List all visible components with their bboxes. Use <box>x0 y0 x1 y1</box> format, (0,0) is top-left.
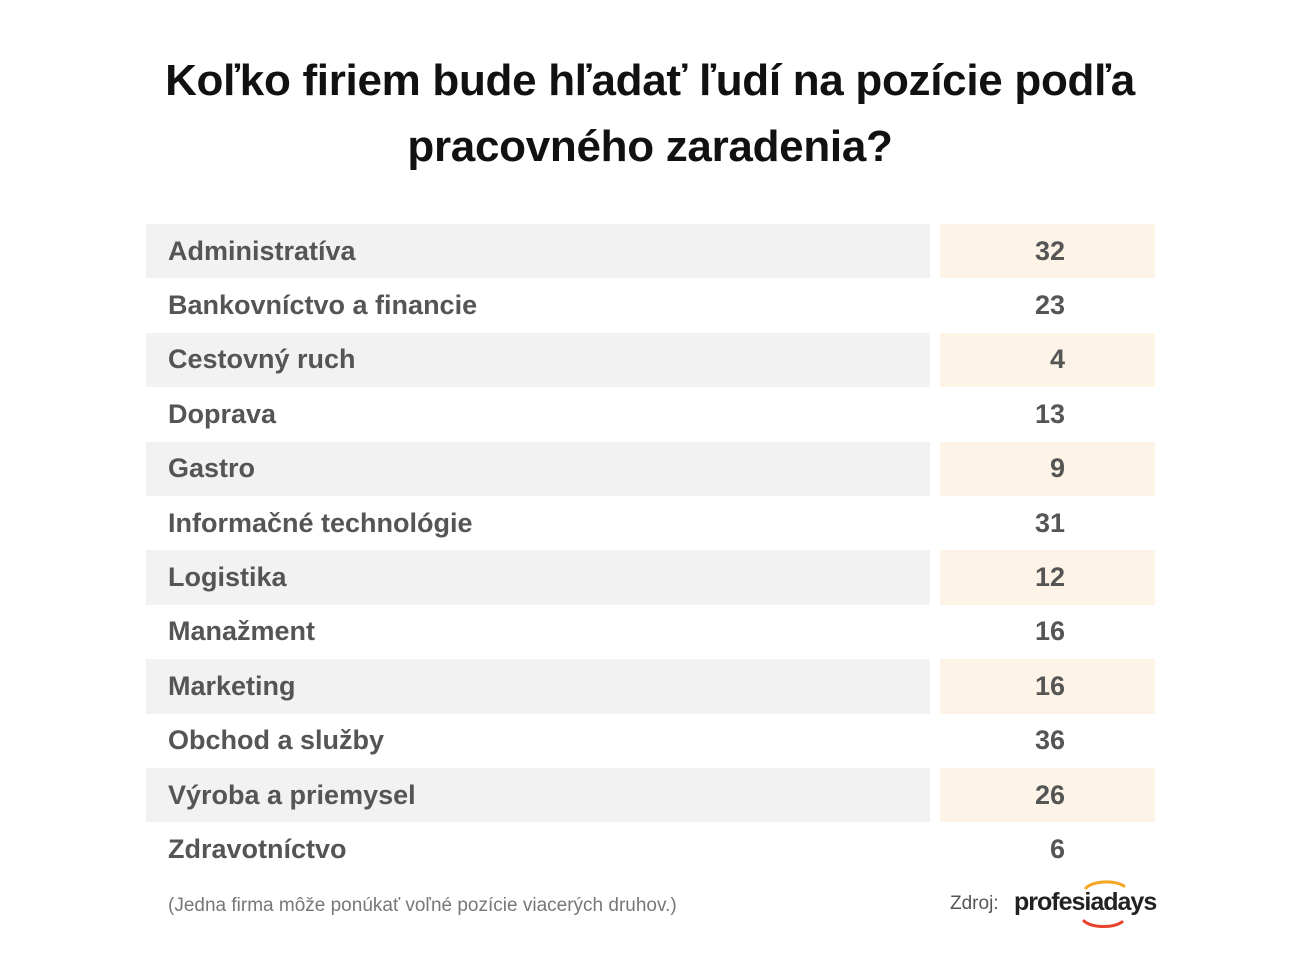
row-value: 31 <box>1034 507 1065 538</box>
logo-arcs-icon <box>1082 880 1126 928</box>
row-label: Manažment <box>168 616 316 647</box>
table-row: Administratíva 32 <box>146 224 1155 279</box>
source-label: Zdroj: <box>950 893 999 914</box>
row-label: Informačné technológie <box>168 507 473 538</box>
row-value: 32 <box>940 224 1155 279</box>
source-attribution: Zdroj: profesiadays <box>950 876 1160 932</box>
table-row: Obchod a služby 36 <box>146 714 1155 768</box>
row-label: Gastro <box>146 441 930 496</box>
logo-text: profesiadays <box>1014 888 1157 916</box>
data-table: Administratíva 32 Bankovníctvo a financie 2… <box>146 224 1155 877</box>
row-value: 9 <box>940 441 1155 496</box>
row-label: Administratíva <box>146 224 930 279</box>
row-label: Cestovný ruch <box>146 332 930 388</box>
chart-title: Koľko firiem bude hľadať ľudí na pozície… <box>165 56 1135 171</box>
row-label: Výroba a priemysel <box>146 767 930 823</box>
table-row: Manažment 16 <box>146 605 1155 659</box>
row-label: Bankovníctvo a financie <box>168 290 478 321</box>
row-value: 36 <box>1034 725 1065 756</box>
row-value: 13 <box>1034 398 1065 429</box>
row-label: Zdravotníctvo <box>168 833 347 864</box>
table-row: Zdravotníctvo 6 <box>146 822 1155 876</box>
row-value: 26 <box>940 767 1155 823</box>
row-value: 12 <box>940 550 1155 605</box>
table-row: Cestovný ruch 4 <box>146 332 1155 388</box>
row-value: 23 <box>1034 290 1065 321</box>
row-label: Doprava <box>168 398 277 429</box>
row-label: Marketing <box>146 659 930 714</box>
row-value: 6 <box>1049 833 1065 864</box>
table-row: Doprava 13 <box>146 387 1155 441</box>
row-label: Obchod a služby <box>168 725 385 756</box>
profesiadays-logo: profesiadays <box>1014 876 1160 932</box>
footnote: (Jedna firma môže ponúkať voľné pozície … <box>168 895 677 916</box>
table-row: Gastro 9 <box>146 441 1155 496</box>
row-value: 16 <box>940 659 1155 714</box>
table-row: Marketing 16 <box>146 659 1155 714</box>
table-row: Výroba a priemysel 26 <box>146 767 1155 823</box>
row-value: 16 <box>1034 616 1065 647</box>
table-row: Logistika 12 <box>146 550 1155 605</box>
table-row: Informačné technológie 31 <box>146 496 1155 550</box>
table-row: Bankovníctvo a financie 23 <box>146 278 1155 332</box>
row-value: 4 <box>940 332 1155 388</box>
row-label: Logistika <box>146 550 930 605</box>
